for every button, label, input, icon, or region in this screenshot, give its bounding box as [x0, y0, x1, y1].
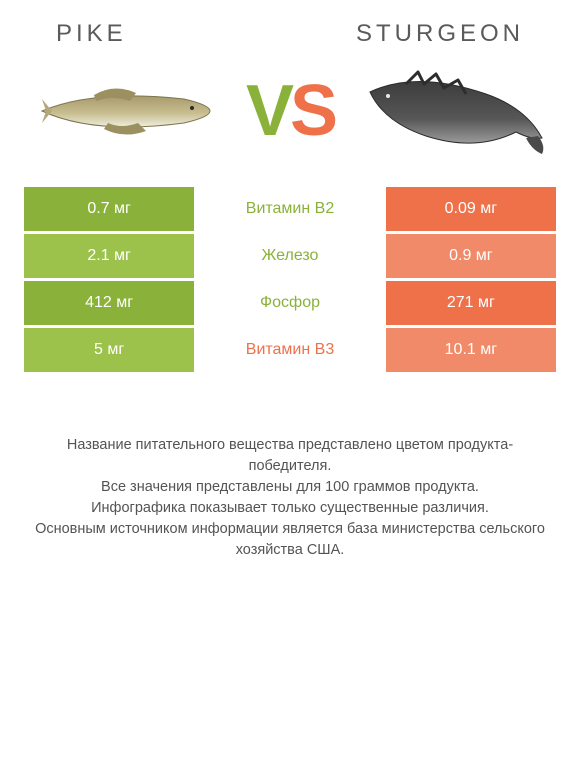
- footnote-line: Название питательного вещества представл…: [30, 435, 550, 477]
- footnote-line: Основным источником информации является …: [30, 519, 550, 561]
- hero-row: VS: [24, 48, 556, 184]
- footnote-line: Все значения представлены для 100 граммо…: [30, 477, 550, 498]
- nutrient-tbody: 0.7 мгВитамин B20.09 мг2.1 мгЖелезо0.9 м…: [24, 187, 556, 372]
- infographic-root: PIKE STURGEON VS: [0, 0, 580, 763]
- vs-s: S: [290, 71, 334, 151]
- table-row: 5 мгВитамин B310.1 мг: [24, 328, 556, 372]
- nutrient-name: Витамин B2: [194, 187, 386, 231]
- right-value: 271 мг: [386, 281, 556, 325]
- nutrient-name: Витамин B3: [194, 328, 386, 372]
- table-row: 2.1 мгЖелезо0.9 мг: [24, 234, 556, 278]
- table-row: 412 мгФосфор271 мг: [24, 281, 556, 325]
- sturgeon-illustration: [366, 56, 546, 166]
- left-value: 0.7 мг: [24, 187, 194, 231]
- left-value: 412 мг: [24, 281, 194, 325]
- nutrient-table: 0.7 мгВитамин B20.09 мг2.1 мгЖелезо0.9 м…: [24, 184, 556, 375]
- left-value: 2.1 мг: [24, 234, 194, 278]
- footnote-line: Инфографика показывает только существенн…: [30, 498, 550, 519]
- vs-label: VS: [246, 75, 334, 147]
- right-value: 10.1 мг: [386, 328, 556, 372]
- pike-illustration: [34, 56, 214, 166]
- nutrient-name: Фосфор: [194, 281, 386, 325]
- nutrient-name: Железо: [194, 234, 386, 278]
- left-value: 5 мг: [24, 328, 194, 372]
- vs-v: V: [246, 71, 290, 151]
- right-value: 0.9 мг: [386, 234, 556, 278]
- right-product-name: STURGEON: [356, 20, 524, 48]
- left-product-name: PIKE: [56, 20, 127, 48]
- footnotes: Название питательного вещества представл…: [24, 435, 556, 561]
- table-row: 0.7 мгВитамин B20.09 мг: [24, 187, 556, 231]
- header: PIKE STURGEON: [24, 20, 556, 48]
- right-value: 0.09 мг: [386, 187, 556, 231]
